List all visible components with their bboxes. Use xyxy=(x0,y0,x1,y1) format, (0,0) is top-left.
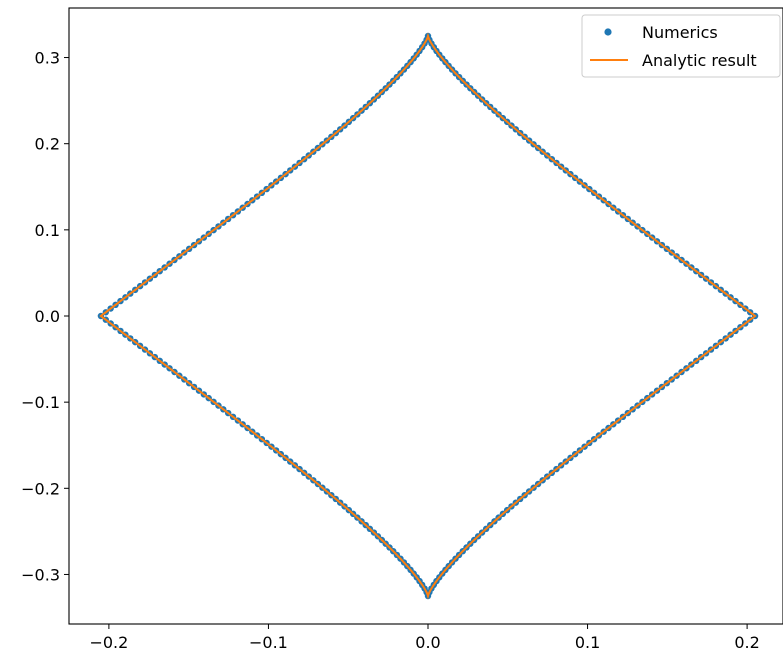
y-tick-label: −0.3 xyxy=(21,565,60,584)
x-tick-label: −0.1 xyxy=(249,633,288,652)
legend: Numerics Analytic result xyxy=(581,14,781,78)
y-tick-label: −0.2 xyxy=(21,479,60,498)
axes: −0.2 −0.1 0.0 0.1 0.2 −0.3 −0.2 −0.1 0.0 0.1 0.2 0… xyxy=(21,7,783,652)
plot-area xyxy=(97,32,759,600)
y-tick-label: 0.1 xyxy=(35,221,60,240)
x-tick-label: 0.0 xyxy=(415,633,440,652)
y-tick-label: 0.2 xyxy=(35,135,60,154)
legend-marker-numerics xyxy=(604,28,612,36)
y-tick-label: 0.3 xyxy=(35,49,60,68)
x-tick-label: 0.2 xyxy=(734,633,759,652)
y-tick-label: 0.0 xyxy=(35,307,60,326)
y-tick-label: −0.1 xyxy=(21,393,60,412)
legend-label-analytic: Analytic result xyxy=(642,51,757,70)
analytic-line xyxy=(99,32,757,600)
legend-box xyxy=(581,14,781,78)
y-axis: −0.3 −0.2 −0.1 0.0 0.1 0.2 0.3 xyxy=(21,49,69,584)
legend-label-numerics: Numerics xyxy=(642,23,718,42)
x-tick-label: 0.1 xyxy=(575,633,600,652)
x-tick-label: −0.2 xyxy=(89,633,128,652)
x-axis: −0.2 −0.1 0.0 0.1 0.2 xyxy=(89,624,760,652)
